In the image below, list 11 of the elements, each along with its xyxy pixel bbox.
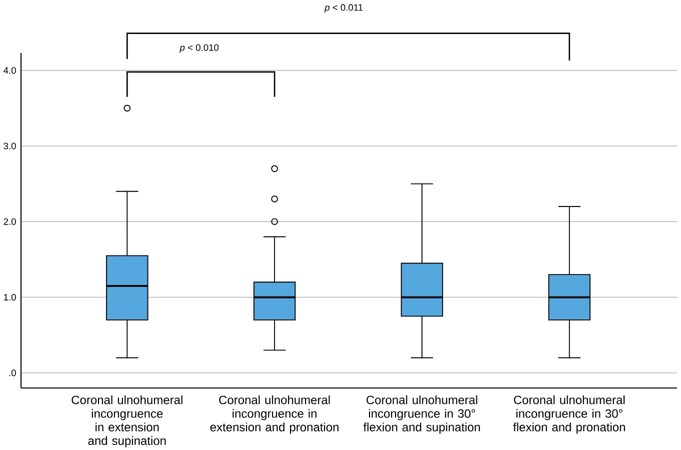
y-tick-label: 2.0 — [4, 218, 16, 225]
x-tick-label: Coronal ulnohumeral incongruence in extension and pronation — [210, 395, 338, 434]
y-tick-label: 3.0 — [4, 142, 16, 150]
x-tick-label: Coronal ulnohumeral incongruence in 30° flexion and supination — [363, 395, 480, 434]
y-tick-label: 1.0 — [4, 294, 16, 301]
y-tick-label: 4.0 — [4, 67, 16, 74]
text: p < 0.011 — [324, 4, 363, 13]
x-tick-label: Coronal ulnohumeral incongruence in extension and supination — [72, 395, 182, 448]
y-tick-label: .0 — [9, 370, 16, 376]
x-tick-label: Coronal ulnohumeral incongruence in 30° flexion and pronation — [513, 395, 625, 434]
text: p < 0.010 — [180, 44, 219, 53]
